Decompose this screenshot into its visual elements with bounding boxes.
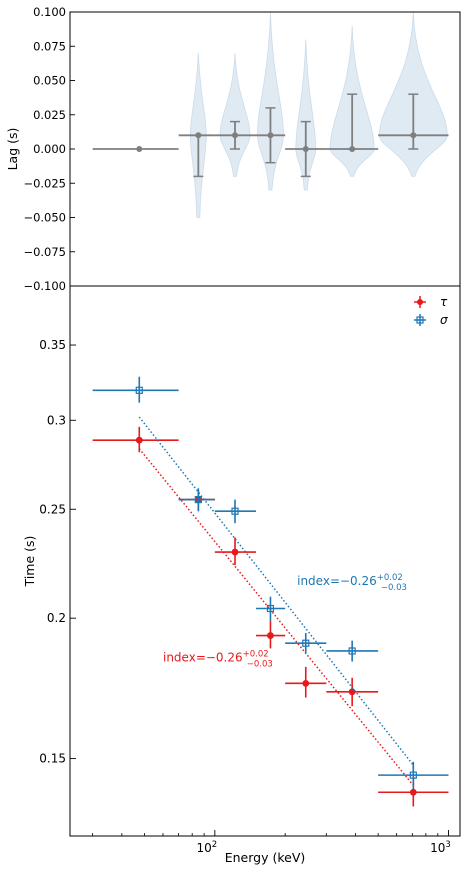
top-ylabel: Lag (s) — [5, 128, 20, 171]
bottom-ytick-label-2: 0.25 — [39, 502, 66, 516]
top-ytick-label-0: −0.100 — [23, 279, 66, 293]
sigma-fit-line — [138, 416, 414, 766]
bottom-xlabel: Energy (keV) — [225, 850, 306, 865]
lag-point-0 — [136, 146, 143, 152]
bottom-xtick-exp-1: 3 — [445, 840, 450, 850]
sigma-index-sup: +0.02 — [377, 573, 403, 583]
bottom-ylabel: Time (s) — [22, 536, 37, 588]
bottom-ytick-label-0: 0.15 — [39, 752, 66, 766]
tau-index-annotation: index=−0.26+0.02 −0.03 — [163, 650, 273, 670]
top-violins — [189, 11, 448, 218]
top-ytick-label-1: −0.075 — [23, 245, 66, 259]
top-lag-points — [92, 93, 449, 178]
lag-point-5 — [349, 146, 356, 152]
top-ytick-label-5: 0.025 — [33, 108, 66, 122]
bottom-xtick-label-1: 103 — [430, 840, 451, 855]
sigma-point-1 — [194, 495, 202, 504]
legend-label-0: τ — [440, 295, 448, 309]
violin-4 — [295, 39, 317, 191]
tau-point-4 — [302, 679, 310, 687]
tau-point-0 — [135, 436, 143, 444]
tau-index-sub: −0.03 — [247, 660, 273, 670]
legend-label-1: σ — [440, 313, 448, 327]
bottom-xtick-label-0: 102 — [196, 840, 217, 855]
lag-point-2 — [232, 132, 239, 139]
sigma-index-sub: −0.03 — [381, 583, 407, 593]
top-ytick-label-8: 0.100 — [33, 5, 66, 19]
sigma-point-2 — [231, 507, 239, 515]
violin-3 — [257, 11, 284, 191]
bottom-frame — [69, 285, 461, 837]
tau-point-5 — [348, 688, 356, 696]
legend-marker-1 — [416, 316, 424, 324]
top-ytick-label-4: 0.000 — [33, 142, 66, 156]
bottom-ytick-label-3: 0.3 — [47, 413, 66, 427]
tau-index-sup: +0.02 — [243, 650, 269, 660]
lag-point-4 — [302, 146, 309, 152]
top-ytick-label-2: −0.050 — [23, 211, 66, 225]
bottom-xtick-exp-0: 2 — [212, 840, 217, 850]
lag-point-6 — [410, 132, 417, 139]
tau-point-6 — [409, 788, 417, 796]
top-axes: −0.100 −0.075 −0.050 −0.025 0.000 0.025 0.050 0… — [5, 5, 75, 293]
top-ytick-label-7: 0.075 — [33, 39, 66, 53]
bottom-axes: 0.15 0.2 0.25 0.3 0.35 102 103 Energy (keV) Time… — [22, 338, 451, 865]
lag-point-1 — [195, 132, 202, 139]
sigma-point-4 — [302, 639, 310, 647]
legend-marker-0 — [417, 299, 423, 305]
top-ytick-label-3: −0.025 — [23, 176, 66, 190]
sigma-point-3 — [266, 604, 275, 613]
sigma-point-5 — [348, 647, 356, 655]
legend: τσ — [414, 295, 448, 327]
violin-2 — [219, 53, 251, 177]
tau-point-3 — [267, 632, 274, 639]
sigma-point-0 — [135, 386, 143, 394]
top-ytick-label-6: 0.050 — [33, 74, 66, 88]
sigma-index-annotation: index=−0.26+0.02 −0.03 — [297, 573, 407, 593]
tau-point-2 — [231, 548, 239, 556]
lag-point-3 — [267, 132, 274, 139]
bottom-series: index=−0.26+0.02 −0.03 index=−0.26+0.02 −0.… — [92, 376, 449, 807]
bottom-ytick-label-1: 0.2 — [47, 611, 66, 625]
sigma-point-6 — [409, 771, 417, 779]
bottom-ytick-label-4: 0.35 — [39, 338, 66, 352]
